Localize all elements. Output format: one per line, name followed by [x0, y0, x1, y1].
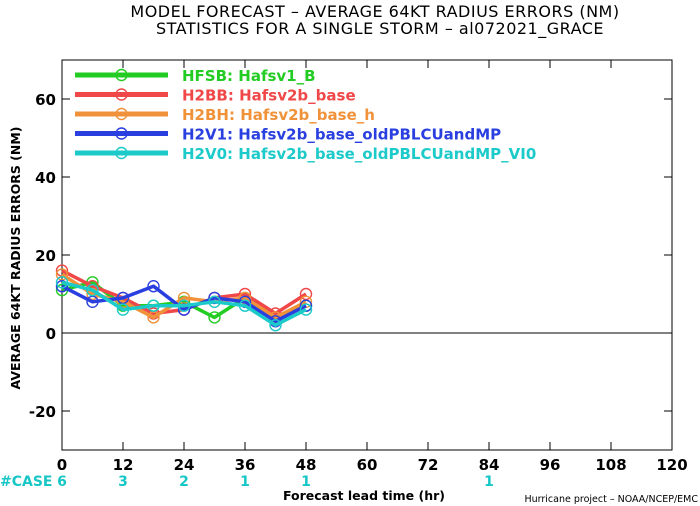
legend-entry: H2BB: Hafsv2b_base: [75, 87, 356, 105]
legend-marker: [115, 127, 128, 140]
data-point: [55, 280, 69, 293]
legend-name: Hafsv1_B: [238, 67, 315, 85]
x-tick-label: 72: [418, 456, 439, 474]
data-point: [208, 311, 221, 324]
x-tick-label: 12: [113, 456, 134, 474]
x-tick-label: 96: [540, 456, 561, 474]
data-point: [86, 283, 99, 297]
case-count: 1: [301, 474, 311, 490]
legend-entry: H2BH: Hafsv2b_base_h: [75, 106, 375, 124]
x-axis-label: Forecast lead time (hr): [283, 488, 445, 503]
data-point: [116, 303, 130, 316]
x-tick-label: 0: [57, 456, 67, 474]
legend-entry: H2V1: Hafsv2b_base_oldPBLCUandMP: [75, 126, 501, 144]
data-point: [55, 276, 69, 289]
legend-label: H2V0: Hafsv2b_base_oldPBLCUandMP_VI0: [182, 145, 536, 163]
series-h2v0: [55, 276, 313, 332]
data-point: [299, 303, 313, 316]
x-tick-label: 36: [235, 456, 256, 474]
series-line: [61, 284, 307, 324]
axis-ticks: 0 12 24 36 48 60 72 84 96 108 120 -20 0 20 40 60: [29, 60, 688, 474]
y-axis-label: AVERAGE 64KT RADIUS ERRORS (NM): [8, 126, 23, 389]
legend-label: HFSB: Hafsv1_B: [182, 67, 316, 85]
series-line: [61, 280, 307, 327]
legend-marker: [115, 68, 128, 82]
x-tick-label: 24: [174, 456, 195, 474]
data-point: [147, 280, 160, 293]
legend-entry: HFSB: Hafsv1_B: [75, 67, 316, 85]
data-point: [269, 319, 282, 332]
y-tick-label: 20: [35, 247, 56, 265]
x-tick-label: 60: [357, 456, 378, 474]
series-layer: [55, 264, 313, 332]
case-count: 3: [118, 474, 128, 490]
case-count: 1: [484, 474, 494, 490]
legend-key: H2BB:: [182, 87, 239, 105]
legend-marker: [115, 88, 128, 101]
y-tick-label: 0: [46, 325, 56, 343]
data-point: [177, 291, 191, 305]
legend-key: H2V0:: [182, 145, 238, 163]
legend-key: H2V1:: [182, 126, 238, 144]
legend-name: Hafsv2b_base_oldPBLCUandMP: [238, 126, 501, 144]
case-label: #CASE: [0, 474, 53, 490]
case-counts: 6 3 2 1 1 1: [57, 474, 494, 490]
legend-marker: [115, 146, 128, 160]
x-tick-label: 48: [296, 456, 317, 474]
data-point: [55, 268, 69, 281]
case-count: 1: [240, 474, 250, 490]
y-tick-label: 40: [35, 169, 56, 187]
legend-name: Hafsv2b_base_oldPBLCUandMP_VI0: [238, 145, 536, 163]
data-point: [177, 299, 191, 312]
x-tick-label: 108: [595, 456, 626, 474]
data-point: [208, 295, 221, 308]
legend-key: H2BH:: [182, 106, 240, 124]
legend-label: H2V1: Hafsv2b_base_oldPBLCUandMP: [182, 126, 501, 144]
legend-name: Hafsv2b_base: [239, 87, 356, 105]
data-point: [238, 299, 252, 312]
legend-label: H2BB: Hafsv2b_base: [182, 87, 356, 105]
data-point: [116, 291, 130, 305]
chart-title: MODEL FORECAST – AVERAGE 64KT RADIUS ERR…: [130, 2, 619, 21]
legend-name: Hafsv2b_base_h: [240, 106, 375, 124]
legend-key: HFSB:: [182, 67, 238, 85]
data-point: [299, 287, 313, 301]
y-tick-label: -20: [29, 403, 56, 421]
chart-subtitle: STATISTICS FOR A SINGLE STORM – al072021…: [156, 19, 604, 39]
legend-marker: [115, 107, 128, 121]
x-tick-label: 84: [479, 456, 500, 474]
data-point: [147, 299, 160, 312]
x-tick-label: 120: [656, 456, 687, 474]
legend-entry: H2V0: Hafsv2b_base_oldPBLCUandMP_VI0: [75, 145, 536, 163]
case-count: 6: [57, 474, 67, 490]
credit-text: Hurricane project – NOAA/NCEP/EMC: [524, 494, 698, 505]
case-count: 2: [179, 474, 189, 490]
y-tick-label: 60: [35, 91, 56, 109]
legend-label: H2BH: Hafsv2b_base_h: [182, 106, 375, 124]
